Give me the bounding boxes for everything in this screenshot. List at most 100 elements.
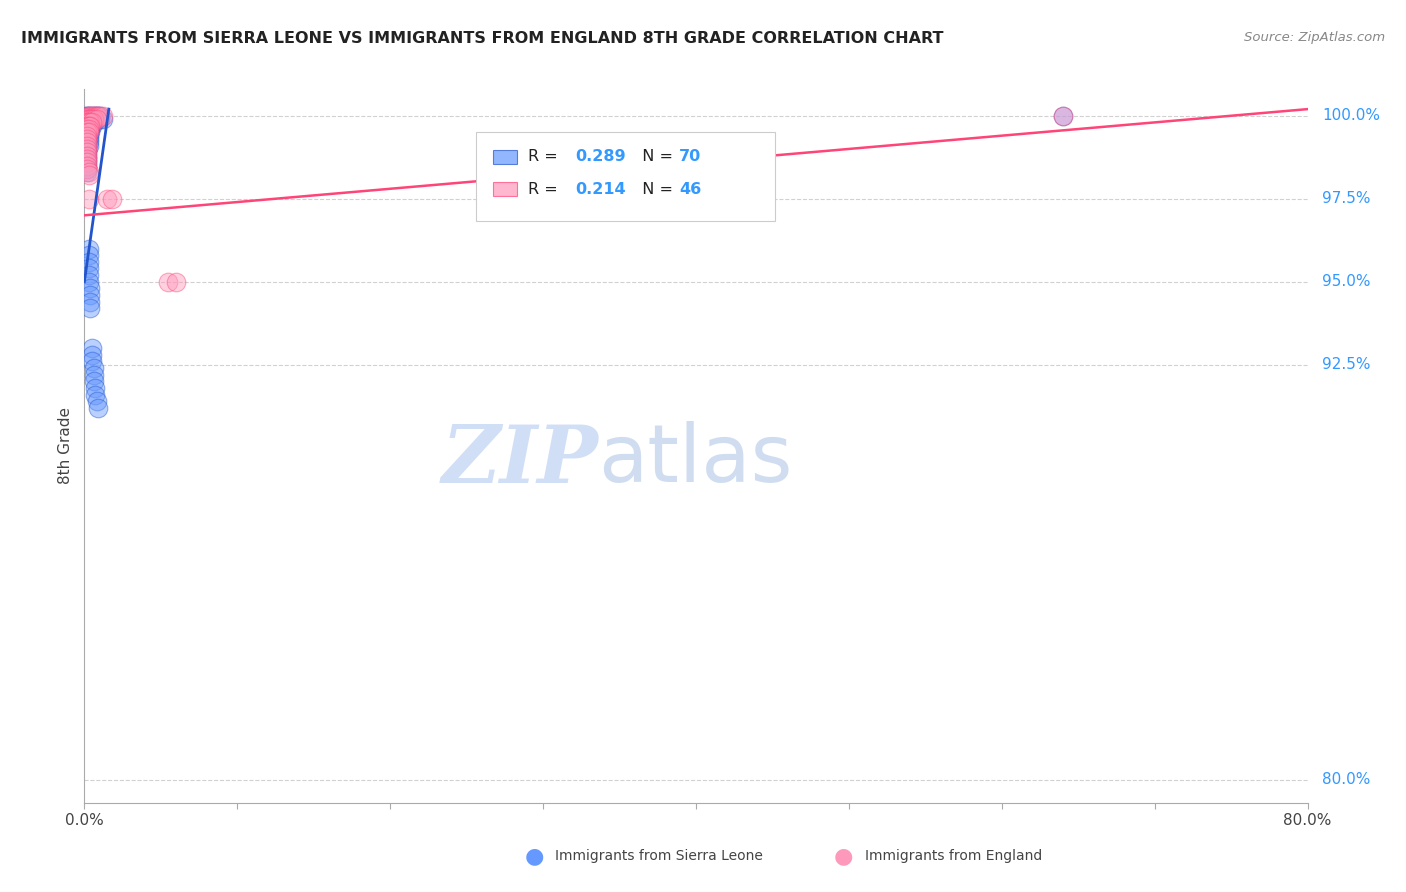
Point	[84, 109, 107, 123]
Point	[84, 387, 107, 401]
Point	[76, 122, 98, 136]
Text: Source: ZipAtlas.com: Source: ZipAtlas.com	[1244, 31, 1385, 45]
Point	[77, 242, 100, 256]
Point	[76, 159, 98, 173]
Point	[87, 401, 110, 415]
Point	[79, 288, 101, 302]
Point	[79, 281, 101, 295]
Point	[76, 145, 98, 160]
Point	[77, 268, 100, 282]
Point	[76, 119, 98, 133]
Text: 95.0%: 95.0%	[1322, 274, 1371, 289]
Point	[79, 119, 101, 133]
Point	[89, 109, 111, 123]
Point	[77, 115, 100, 129]
Text: ●: ●	[524, 847, 544, 866]
Point	[96, 192, 118, 206]
Point	[83, 374, 105, 388]
Text: 0.214: 0.214	[575, 182, 626, 196]
Point	[76, 161, 98, 176]
Point	[79, 109, 101, 123]
Point	[83, 115, 105, 129]
Point	[83, 109, 105, 123]
Point	[76, 128, 98, 143]
Point	[76, 112, 98, 126]
Point	[80, 109, 103, 123]
Point	[76, 152, 98, 166]
Point	[1052, 109, 1074, 123]
Point	[76, 136, 98, 150]
Point	[76, 159, 98, 173]
Point	[80, 115, 103, 129]
Point	[84, 381, 107, 395]
Point	[80, 112, 103, 126]
Point	[76, 148, 98, 162]
Point	[79, 115, 101, 129]
Point	[76, 145, 98, 160]
Text: Immigrants from England: Immigrants from England	[865, 849, 1042, 863]
Point	[76, 125, 98, 139]
Point	[86, 109, 108, 123]
Point	[80, 348, 103, 362]
Point	[80, 115, 103, 129]
Point	[83, 368, 105, 382]
Point	[80, 112, 103, 126]
Point	[77, 115, 100, 129]
Point	[79, 112, 101, 126]
Point	[76, 155, 98, 169]
Point	[76, 161, 98, 176]
Point	[76, 165, 98, 179]
Point	[76, 112, 98, 126]
Point	[77, 254, 100, 268]
Point	[76, 125, 98, 139]
Point	[77, 112, 100, 126]
Point	[76, 128, 98, 143]
Point	[83, 112, 105, 126]
FancyBboxPatch shape	[475, 132, 776, 221]
Point	[80, 119, 103, 133]
Point	[76, 152, 98, 166]
Text: 70: 70	[679, 150, 702, 164]
FancyBboxPatch shape	[494, 150, 517, 164]
Point	[76, 148, 98, 162]
Text: ZIP: ZIP	[441, 422, 598, 499]
Point	[76, 115, 98, 129]
Text: R =: R =	[529, 150, 564, 164]
Point	[91, 112, 114, 126]
Point	[86, 112, 108, 126]
Point	[79, 294, 101, 309]
Point	[77, 248, 100, 262]
Point	[77, 119, 100, 133]
Point	[77, 192, 100, 206]
Text: 97.5%: 97.5%	[1322, 191, 1371, 206]
Point	[77, 261, 100, 276]
Text: ●: ●	[834, 847, 853, 866]
Point	[77, 169, 100, 183]
Point	[101, 192, 124, 206]
Point	[77, 138, 100, 153]
Point	[76, 132, 98, 146]
Point	[79, 122, 101, 136]
Point	[1052, 109, 1074, 123]
Point	[77, 122, 100, 136]
Point	[76, 138, 98, 153]
Y-axis label: 8th Grade: 8th Grade	[58, 408, 73, 484]
Point	[77, 128, 100, 143]
Point	[83, 361, 105, 376]
Point	[76, 142, 98, 156]
Point	[84, 109, 107, 123]
Point	[79, 119, 101, 133]
Point	[79, 115, 101, 129]
Text: IMMIGRANTS FROM SIERRA LEONE VS IMMIGRANTS FROM ENGLAND 8TH GRADE CORRELATION CH: IMMIGRANTS FROM SIERRA LEONE VS IMMIGRAN…	[21, 31, 943, 46]
Point	[75, 109, 97, 123]
Text: N =: N =	[633, 182, 679, 196]
Point	[77, 109, 100, 123]
Text: atlas: atlas	[598, 421, 793, 500]
Point	[87, 109, 110, 123]
Point	[76, 136, 98, 150]
Point	[86, 394, 108, 409]
Text: R =: R =	[529, 182, 564, 196]
Point	[76, 115, 98, 129]
Point	[77, 165, 100, 179]
Text: N =: N =	[633, 150, 679, 164]
